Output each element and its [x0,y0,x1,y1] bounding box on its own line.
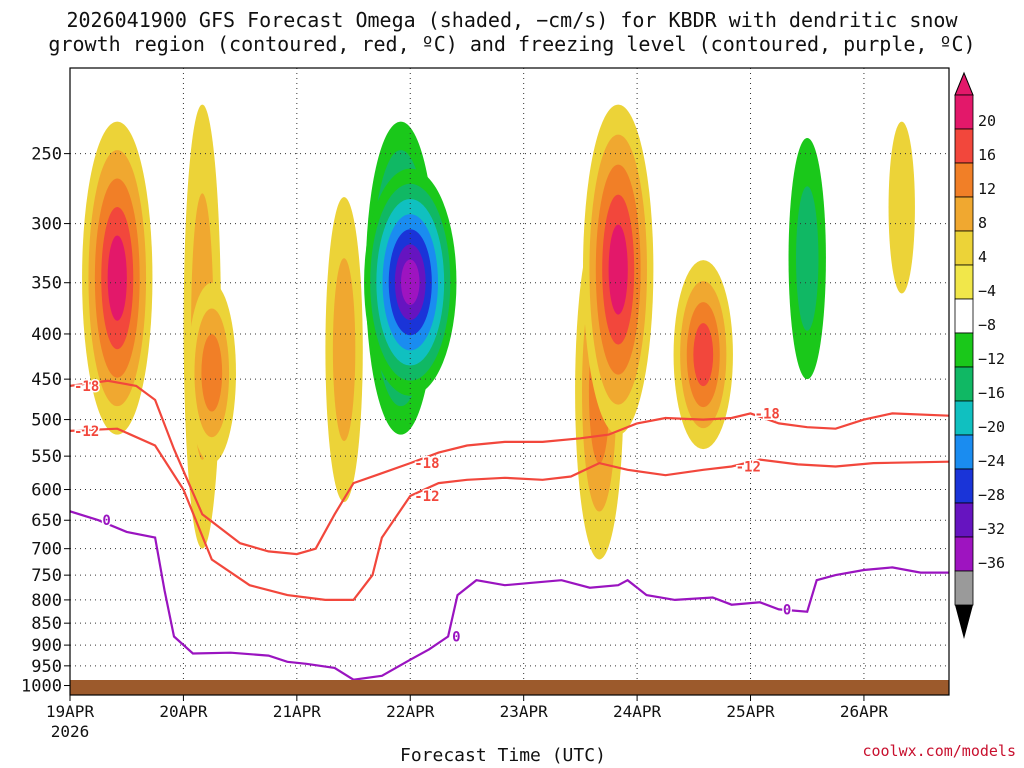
colorbar-swatch-2 [954,162,974,198]
colorbar-swatch-0 [954,94,974,130]
contour-label--18C-1: -18 [414,456,439,472]
y-tick-label-650: 650 [31,511,62,531]
colorbar-swatch-4 [954,230,974,266]
colorbar-label-2: 12 [978,180,996,198]
colorbar-swatch-12 [954,502,974,538]
colorbar: 20 16 12 8 4 −4 −8 −12 −16 −20 −24 −28 −32 −36 [954,71,1005,639]
omega-cell-8-band-3 [693,323,714,387]
colorbar-label-7: −12 [978,350,1005,368]
omega-cell-0-band-4 [107,235,127,321]
y-tick-label-900: 900 [31,636,62,656]
colorbar-swatch-3 [954,196,974,232]
y-tick-label-1000: 1000 [21,677,62,697]
colorbar-swatch-9 [954,400,974,436]
colorbar-top-arrow [954,71,974,96]
colorbar-label-11: −28 [978,486,1005,504]
colorbar-label-8: −16 [978,384,1005,402]
y-tick-label-850: 850 [31,614,62,634]
colorbar-label-9: −20 [978,418,1005,436]
x-tick-label-19APR: 19APR [46,702,95,721]
x-tick-label-22APR: 22APR [386,702,435,721]
x-tick-label-23APR: 23APR [500,702,549,721]
colorbar-swatch-7 [954,332,974,368]
y-tick-label-700: 700 [31,540,62,560]
chart-title-line1: 2026041900 GFS Forecast Omega (shaded, −… [66,8,958,32]
contour-label-0C-2: 0 [783,602,791,618]
x-tick-label-25APR: 25APR [726,702,775,721]
omega-cell-3-band-1 [332,258,356,442]
colorbar-swatch-8 [954,366,974,402]
ground-surface [70,680,949,695]
contour-label-0C-0: 0 [102,513,110,529]
colorbar-bottom-arrow [955,605,973,639]
omega-cell-9-band-1 [796,186,819,331]
y-tick-label-500: 500 [31,411,62,431]
colorbar-swatch-11 [954,468,974,504]
contour--12C [70,427,949,601]
chart-title-line2: growth region (contoured, red, ºC) and f… [48,32,976,56]
plot-frame [69,67,950,696]
x-axis-label: Forecast Time (UTC) [400,745,606,766]
y-tick-label-400: 400 [31,325,62,345]
contour-label--18C-0: -18 [74,379,99,395]
y-tick-label-600: 600 [31,481,62,501]
y-tick-label-800: 800 [31,591,62,611]
x-tick-label-21APR: 21APR [273,702,322,721]
y-tick-label-550: 550 [31,447,62,467]
colorbar-label-0: 20 [978,112,996,130]
contour-label--12C-1: -12 [414,489,439,505]
omega-cell-10-band-0 [888,121,915,294]
colorbar-label-12: −32 [978,520,1005,538]
y-tick-label-950: 950 [31,657,62,677]
contour-label--12C-0: -12 [74,424,99,440]
colorbar-label-1: 16 [978,146,996,164]
colorbar-label-3: 8 [978,214,987,232]
contour-0C [70,510,949,681]
x-tick-label-24APR: 24APR [613,702,662,721]
colorbar-label-4: 4 [978,248,987,266]
colorbar-label-10: −24 [978,452,1005,470]
contour--18C [70,379,949,556]
y-tick-label-750: 750 [31,566,62,586]
y-tick-label-250: 250 [31,145,62,165]
colorbar-swatch-5 [954,264,974,300]
colorbar-swatch-6 [954,298,974,334]
colorbar-swatch-14 [954,570,974,606]
x-tick-sublabel: 2026 [51,722,90,741]
colorbar-swatch-1 [954,128,974,164]
x-tick-label-26APR: 26APR [840,702,889,721]
colorbar-swatch-13 [954,536,974,572]
colorbar-label-6: −8 [978,316,996,334]
colorbar-label-13: −36 [978,554,1005,572]
contour-label--18C-2: -18 [755,406,780,422]
y-axis-ticks: 2503003504004505005506006507007508008509… [21,145,70,697]
colorbar-label-5: −4 [978,282,996,300]
omega-shading [82,104,915,560]
contour-label--12C-2: -12 [736,459,761,475]
y-tick-label-350: 350 [31,274,62,294]
x-tick-label-20APR: 20APR [159,702,208,721]
credit-text: coolwx.com/models [862,742,1016,760]
y-tick-label-300: 300 [31,215,62,235]
y-tick-label-450: 450 [31,370,62,390]
colorbar-swatch-10 [954,434,974,470]
omega-cell-7-band-4 [608,224,628,315]
omega-cell-2-band-2 [201,334,223,412]
contours: -18 -18 -18 -12 -12 -12 0 0 0 [70,377,949,681]
contour-label-0C-1: 0 [452,629,460,645]
